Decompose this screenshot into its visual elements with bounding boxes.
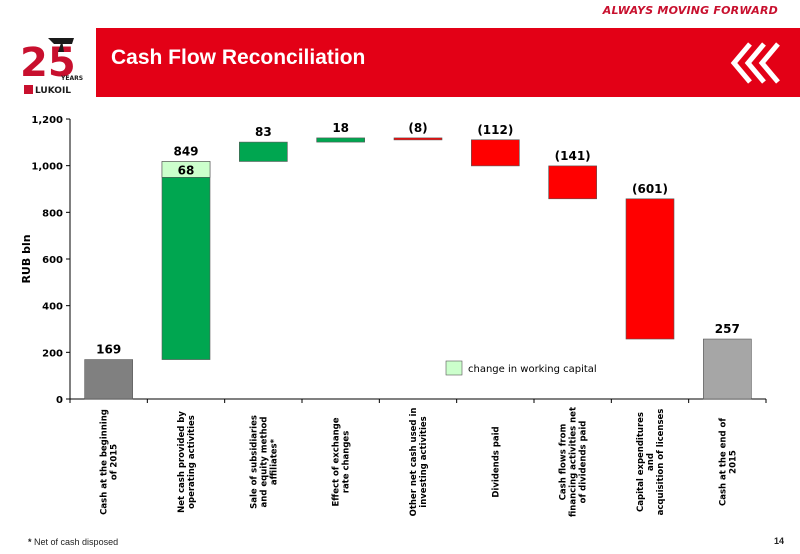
chart-legend: change in working capital	[445, 360, 597, 376]
category-label-line: 2015	[728, 450, 738, 474]
chart-axes: 0 200 400 600 800 1,000 1,200 RUB bln	[20, 115, 767, 406]
y-tick-label: 1,000	[31, 162, 63, 173]
legend-label: change in working capital	[468, 364, 597, 375]
waterfall-chart: 0 200 400 600 800 1,000 1,200 RUB bln 169 68 849 8…	[20, 115, 767, 517]
bar-value-label: (601)	[632, 182, 668, 196]
category-label-line: Cash at the beginning	[100, 409, 110, 515]
category-label: Effect of exchangerate changes	[332, 417, 352, 506]
category-label-line: operating activities	[187, 415, 197, 509]
category-label-line: rate changes	[342, 431, 352, 494]
bar	[703, 338, 752, 400]
category-label: Cash at the beginningof 2015	[100, 409, 120, 515]
working-capital-segment	[161, 161, 211, 178]
y-tick-label: 600	[42, 255, 63, 266]
footnote: * Net of cash disposed	[28, 537, 119, 547]
bar	[84, 359, 133, 400]
category-label-line: financing activities net	[569, 407, 579, 517]
y-tick-label: 0	[56, 395, 63, 406]
category-label-line: Dividends paid	[491, 426, 501, 497]
category-label-line: of dividends paid	[579, 421, 589, 504]
bar-value-label: (8)	[408, 121, 427, 135]
bar	[625, 198, 675, 340]
bar	[393, 137, 443, 141]
category-label-line: Effect of exchange	[332, 417, 342, 506]
y-tick-label: 200	[42, 348, 63, 359]
bar-value-label: 83	[255, 125, 272, 139]
category-label-line: Cash flows from	[559, 424, 569, 501]
tagline: ALWAYS MOVING FORWARD	[602, 4, 778, 17]
y-axis-title: RUB bln	[20, 234, 33, 283]
y-tick-label: 400	[42, 302, 63, 313]
svg-text:25: 25	[20, 40, 76, 86]
bar	[548, 165, 597, 200]
lukoil-25-years-logo: 25 YEARS LUKOIL	[18, 30, 88, 96]
category-label-line: of 2015	[110, 444, 120, 480]
chart-bars	[84, 137, 752, 400]
category-label-line: Cash at the end of	[718, 418, 728, 506]
category-label-line: acquisition of licenses	[656, 409, 666, 516]
chart-labels: 169 68 849 83 18 (8) (112) (141) (601) 257	[96, 121, 740, 357]
y-tick-label: 800	[42, 208, 63, 219]
chart-category-labels: Cash at the beginningof 2015 Net cash pro…	[100, 407, 739, 517]
bar-value-label: 849	[173, 144, 198, 158]
bar	[239, 141, 288, 162]
page-title: Cash Flow Reconciliation	[111, 46, 366, 69]
bar-value-label: (141)	[555, 149, 591, 163]
bar-value-label: 18	[332, 121, 349, 135]
category-label: Cash flows fromfinancing activities neto…	[559, 407, 589, 517]
bar	[471, 139, 520, 167]
svg-text:YEARS: YEARS	[60, 75, 83, 82]
y-tick-label: 1,200	[31, 115, 63, 126]
category-label-line: Sale of subsidiaries	[249, 415, 259, 509]
bar	[161, 161, 211, 360]
category-label-line: affiliates*	[269, 438, 279, 485]
category-label-line: Other net cash used in	[409, 408, 419, 517]
category-label: Dividends paid	[491, 426, 501, 497]
category-label: Other net cash used ininvesting activiti…	[409, 408, 429, 517]
category-label-line: and	[646, 453, 656, 471]
title-bar: Cash Flow Reconciliation	[96, 28, 800, 97]
category-label-line: investing activities	[419, 416, 429, 507]
legend-swatch	[445, 360, 463, 376]
bar-value-label: 169	[96, 343, 121, 357]
working-capital-label: 68	[178, 163, 195, 177]
category-label-line: and equity method	[259, 417, 269, 508]
page-number: 14	[773, 536, 784, 546]
bar-value-label: 257	[715, 322, 740, 336]
category-label-line: Capital expenditures	[636, 412, 646, 512]
category-label: Sale of subsidiariesand equity methodaff…	[249, 415, 279, 509]
svg-text:LUKOIL: LUKOIL	[35, 86, 71, 96]
category-label: Cash at the end of2015	[718, 418, 738, 506]
category-label-line: Net cash provided by	[177, 411, 187, 513]
category-label: Capital expendituresandacquisition of li…	[636, 409, 666, 516]
category-label: Net cash provided byoperating activities	[177, 411, 197, 513]
bar	[316, 137, 365, 143]
chevrons-icon	[730, 42, 780, 84]
bar-value-label: (112)	[477, 123, 513, 137]
